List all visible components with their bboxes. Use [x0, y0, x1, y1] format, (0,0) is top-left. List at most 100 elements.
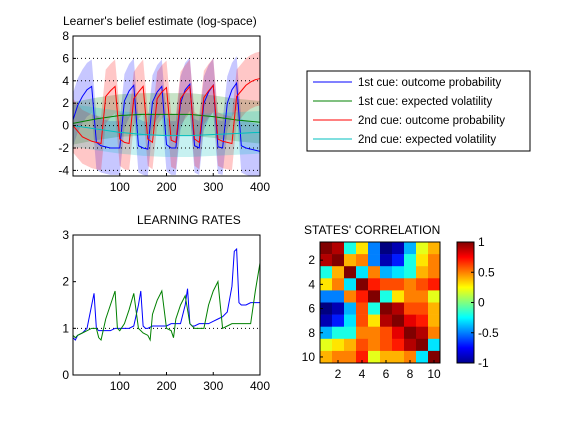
x-tick-label: 8 [407, 367, 414, 381]
heatmap-cell [344, 254, 357, 267]
heatmap-cell [416, 254, 429, 267]
heatmap-cell [404, 254, 417, 267]
heatmap-cell [332, 278, 345, 291]
heatmap-cell [356, 338, 369, 352]
heatmap-cell [368, 302, 381, 315]
heatmap-cell [332, 314, 345, 327]
learning-rates-plot: LEARNING RATES 100 200 300 400 0 1 2 3 [62, 213, 270, 393]
heatmap-cell [368, 326, 381, 340]
band-1st-cue-expected-volatility [73, 93, 260, 145]
heatmap-cell [404, 350, 417, 364]
y-tick-label: 3 [62, 228, 69, 242]
y-tick-label: 6 [62, 51, 69, 65]
heatmap-cell [368, 290, 381, 303]
y-tick-label: 8 [308, 326, 315, 340]
heatmap-cell [320, 326, 333, 340]
heatmap-cell [380, 290, 393, 303]
heatmap-cell [380, 350, 393, 364]
heatmap-cell [356, 350, 369, 364]
correlation-title: STATES' CORRELATION [304, 223, 440, 237]
heatmap-cell [416, 290, 429, 303]
heatmap-cell [428, 350, 441, 364]
heatmap-cell [332, 242, 345, 255]
x-tick-label: 100 [110, 379, 130, 393]
heatmap-frame [319, 241, 441, 364]
heatmap-cell [392, 326, 405, 340]
heatmap-cell [356, 326, 369, 340]
heatmap-cell [344, 266, 357, 279]
heatmap-cell [392, 242, 405, 255]
y-tick-label: 4 [308, 277, 315, 291]
heatmap-cell [344, 314, 357, 327]
heatmap-cell [428, 302, 441, 315]
heatmap-cell [380, 302, 393, 315]
heatmap-cell [416, 266, 429, 279]
x-tick-label: 200 [156, 379, 176, 393]
heatmap-cell [428, 314, 441, 327]
legend-label-2nd-cue-expected-volatility: 2nd cue: expected volatility [358, 134, 496, 146]
x-tick-label: 100 [110, 180, 130, 194]
heatmap-cell [320, 290, 333, 303]
colorbar-ticks: 1 0.5 0 -0.5 -1 [471, 235, 499, 370]
heatmap-cell [416, 314, 429, 327]
belief-series-lines [72, 78, 261, 152]
x-tick-label: 10 [427, 367, 441, 381]
series-line-2nd-cue-expected-volatility [72, 125, 261, 137]
series-line-1st-cue-expected-volatility [72, 113, 261, 124]
x-tick-label: 2 [335, 367, 342, 381]
heatmap-cell [344, 350, 357, 364]
heatmap-cell [368, 338, 381, 352]
colorbar-tick-label: 0.5 [478, 265, 495, 279]
heatmap-cell [404, 338, 417, 352]
colorbar-tick-label: -0.5 [478, 326, 499, 340]
heatmap-cell [320, 350, 333, 364]
y-tick-label: 0 [62, 119, 69, 133]
heatmap-cell [416, 242, 429, 255]
y-tick-label: 10 [302, 350, 316, 364]
y-tick-label: -4 [58, 163, 69, 177]
heatmap-cell [356, 266, 369, 279]
heatmap-cell [404, 326, 417, 340]
legend: 1st cue: outcome probability 1st cue: exp… [306, 70, 531, 152]
heatmap-cell [320, 266, 333, 279]
heatmap-cell [332, 350, 345, 364]
heatmap-cell [428, 326, 441, 340]
heatmap-cell [392, 338, 405, 352]
legend-box [306, 70, 531, 152]
belief-estimate-plot: Learner's belief estimate (log-space) 10… [58, 14, 270, 194]
heatmap-cell [320, 314, 333, 327]
y-tick-label: 2 [308, 253, 315, 267]
heatmap-cell [356, 278, 369, 291]
belief-plot-background [73, 36, 260, 176]
y-tick-label: 2 [62, 96, 69, 110]
heatmap-cell [392, 314, 405, 327]
x-tick-label: 400 [250, 180, 270, 194]
heatmap-cell [428, 338, 441, 352]
heatmap-cell [320, 278, 333, 291]
heatmap-cell [380, 242, 393, 255]
heatmap-cell [380, 266, 393, 279]
band-2nd-cue-outcome-probability [73, 51, 260, 171]
learning-rates-lines [72, 247, 261, 342]
legend-label-1st-cue-outcome-probability: 1st cue: outcome probability [358, 77, 501, 89]
heatmap-cell [392, 266, 405, 279]
heatmap-cell [356, 314, 369, 327]
heatmap-cell [392, 350, 405, 364]
heatmap-cell [428, 254, 441, 267]
heatmap-cell [428, 266, 441, 279]
series-line-2nd-cue-outcome-probability [72, 78, 261, 145]
legend-label-2nd-cue-outcome-probability: 2nd cue: outcome probability [358, 115, 505, 127]
heatmap-cell [368, 254, 381, 267]
heatmap-cell [392, 254, 405, 267]
heatmap-cell [380, 338, 393, 352]
heatmap-cell [416, 326, 429, 340]
heatmap-cell [416, 278, 429, 291]
heatmap-cell [356, 254, 369, 267]
heatmap-cell [392, 302, 405, 315]
belief-axis-ticks: 100 200 300 400 -4 -2 0 2 4 6 8 [58, 29, 270, 194]
learning-rates-axis-ticks: 100 200 300 400 0 1 2 3 [62, 228, 270, 393]
heatmap-cell [428, 278, 441, 291]
heatmap-cell [344, 302, 357, 315]
heatmap-cell [392, 290, 405, 303]
x-tick-label: 400 [250, 379, 270, 393]
